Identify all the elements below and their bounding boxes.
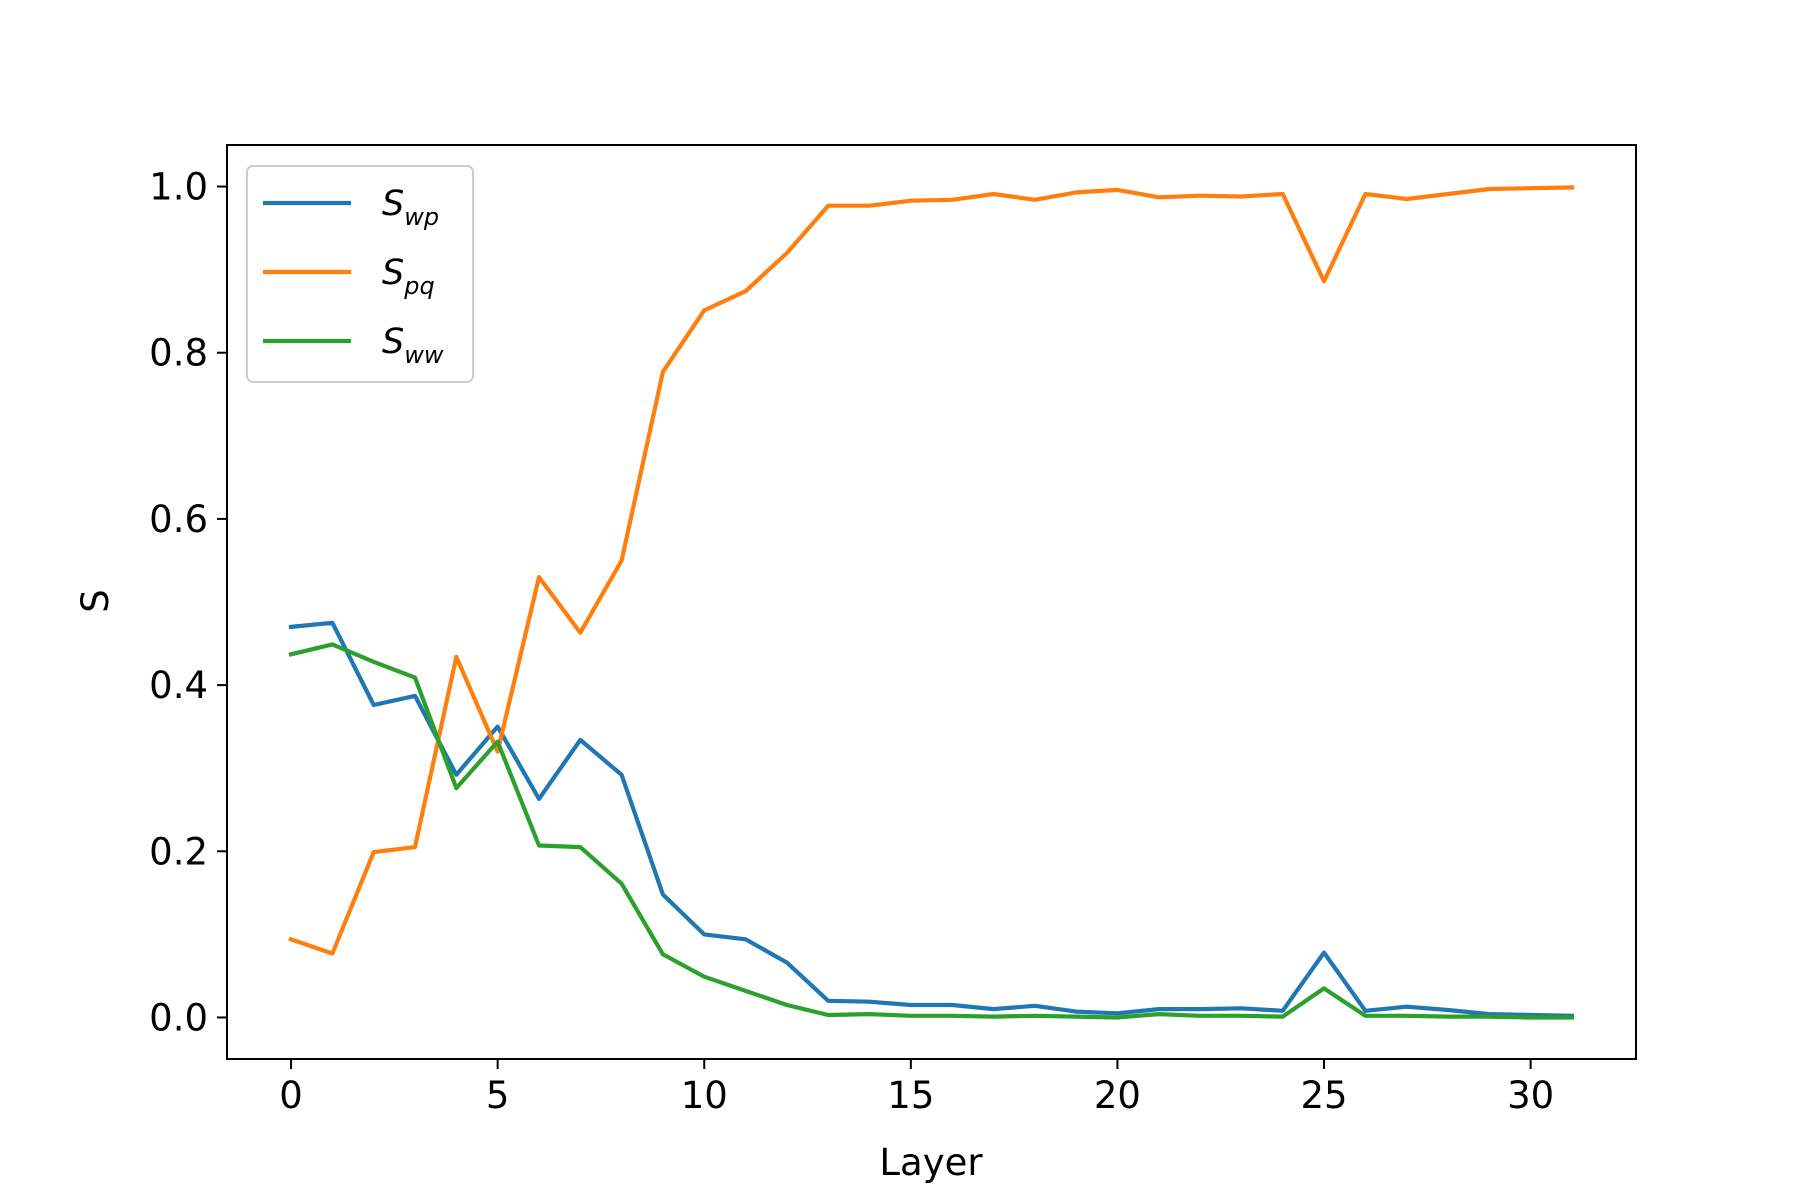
x-tick-label: 10 — [681, 1074, 728, 1117]
x-tick-label: 20 — [1094, 1074, 1141, 1117]
x-tick-label: 30 — [1507, 1074, 1554, 1117]
plot-frame — [226, 144, 1637, 1060]
y-tick-label: 0.0 — [149, 996, 208, 1039]
series-line-s-pq — [288, 185, 1575, 956]
legend-subscript-wp: wp — [404, 203, 439, 231]
x-axis-label: Layer — [879, 1141, 983, 1184]
legend-subscript-ww: ww — [404, 341, 444, 369]
legend-box — [246, 165, 474, 383]
y-axis-label: S — [74, 589, 117, 613]
y-tick-label: 0.4 — [149, 664, 208, 707]
x-tick-label: 5 — [486, 1074, 510, 1117]
y-tick-label: 0.2 — [149, 830, 208, 873]
x-tick-label: 15 — [887, 1074, 934, 1117]
x-tick-label: 25 — [1300, 1074, 1347, 1117]
series-line-s-ww — [288, 642, 1575, 1020]
x-tick-label: 0 — [279, 1074, 303, 1117]
y-tick-label: 0.8 — [149, 332, 208, 375]
series-line-s-wp — [288, 620, 1575, 1018]
legend-subscript-pq: pq — [403, 272, 434, 300]
y-tick-label: 1.0 — [149, 166, 208, 209]
y-tick-label: 0.6 — [149, 498, 208, 541]
